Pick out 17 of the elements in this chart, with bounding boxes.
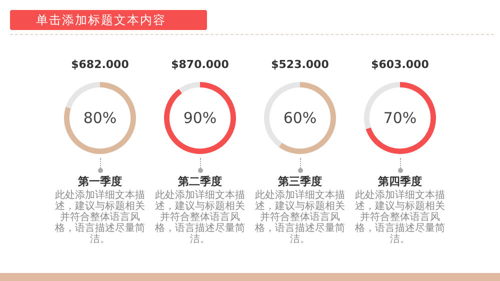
chart-title: $523.000 xyxy=(270,58,330,73)
text: 60% xyxy=(283,109,317,127)
text: 90% xyxy=(183,109,217,127)
text: 单击添加标题文本内容 xyxy=(10,10,207,30)
text: 第三季度 xyxy=(277,174,323,189)
text: 80% xyxy=(83,109,117,127)
text: 第一季度 xyxy=(77,174,123,189)
text: 此处添加详细文本描述，建议与标题相关并符合整体语言风格，语言描述尽量简洁。 xyxy=(154,190,246,245)
chart-title: $682.000 xyxy=(70,58,130,73)
text: 第二季度 xyxy=(177,174,223,189)
text: 70% xyxy=(383,109,417,127)
text: 第四季度 xyxy=(377,174,423,189)
text: 此处添加详细文本描述，建议与标题相关并符合整体语言风格，语言描述尽量简洁。 xyxy=(254,190,346,245)
chart-title: $870.000 xyxy=(170,58,230,73)
text: 此处添加详细文本描述，建议与标题相关并符合整体语言风格，语言描述尽量简洁。 xyxy=(354,190,446,245)
chart-title: $603.000 xyxy=(370,58,430,73)
text: 此处添加详细文本描述，建议与标题相关并符合整体语言风格，语言描述尽量简洁。 xyxy=(54,190,146,245)
